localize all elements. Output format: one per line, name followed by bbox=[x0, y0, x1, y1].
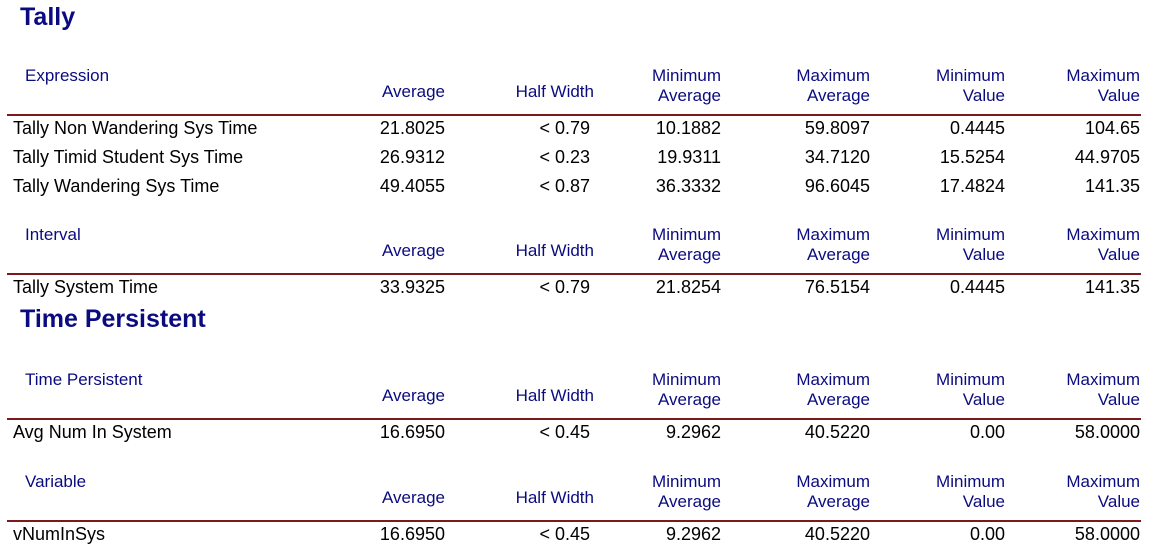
header-maximum-average: Maximum Average bbox=[796, 225, 870, 264]
row-name: Tally Non Wandering Sys Time bbox=[13, 118, 258, 138]
row-maximum-value: 58.0000 bbox=[1074, 422, 1140, 442]
category-label: Interval bbox=[25, 225, 81, 244]
header-half-width: Half Width bbox=[515, 82, 594, 101]
header-half-width: Half Width bbox=[515, 241, 594, 260]
table-row: Tally Non Wandering Sys Time 21.8025 < 0… bbox=[0, 115, 1154, 144]
header-average: Average bbox=[381, 488, 445, 507]
row-half-width: < 0.79 bbox=[539, 118, 590, 138]
row-maximum-average: 40.5220 bbox=[804, 524, 870, 544]
row-minimum-average: 10.1882 bbox=[655, 118, 721, 138]
row-maximum-average: 40.5220 bbox=[804, 422, 870, 442]
header-maximum-average: Maximum Average bbox=[796, 66, 870, 105]
row-half-width: < 0.45 bbox=[539, 524, 590, 544]
header-minimum-average: Minimum Average bbox=[652, 66, 721, 105]
header-minimum-average: Minimum Average bbox=[652, 472, 721, 511]
header-minimum-value: Minimum Value bbox=[936, 66, 1005, 105]
row-half-width: < 0.79 bbox=[539, 277, 590, 297]
table-row: Tally Timid Student Sys Time 26.9312 < 0… bbox=[0, 144, 1154, 173]
row-average: 16.6950 bbox=[379, 422, 445, 442]
row-maximum-average: 59.8097 bbox=[804, 118, 870, 138]
header-maximum-value: Maximum Value bbox=[1066, 66, 1140, 105]
row-minimum-average: 9.2962 bbox=[665, 422, 721, 442]
section-title-tally: Tally bbox=[20, 3, 76, 31]
row-maximum-average: 34.7120 bbox=[804, 147, 870, 167]
row-maximum-value: 44.9705 bbox=[1074, 147, 1140, 167]
table-row: Avg Num In System 16.6950 < 0.45 9.2962 … bbox=[0, 419, 1154, 448]
row-average: 26.9312 bbox=[379, 147, 445, 167]
row-minimum-value: 0.4445 bbox=[949, 277, 1005, 297]
section-title-time-persistent: Time Persistent bbox=[20, 305, 206, 333]
table-row: Tally Wandering Sys Time 49.4055 < 0.87 … bbox=[0, 173, 1154, 202]
table-header-interval: Interval Average Half Width Minimum Avera… bbox=[0, 225, 1154, 287]
header-average: Average bbox=[381, 82, 445, 101]
header-divider bbox=[7, 418, 1141, 420]
row-minimum-average: 21.8254 bbox=[655, 277, 721, 297]
row-minimum-value: 0.00 bbox=[969, 524, 1005, 544]
header-minimum-value: Minimum Value bbox=[936, 472, 1005, 511]
category-label: Expression bbox=[25, 66, 110, 85]
row-half-width: < 0.23 bbox=[539, 147, 590, 167]
header-divider bbox=[7, 273, 1141, 275]
row-maximum-value: 141.35 bbox=[1084, 176, 1140, 196]
row-half-width: < 0.87 bbox=[539, 176, 590, 196]
header-maximum-average: Maximum Average bbox=[796, 370, 870, 409]
header-divider bbox=[7, 114, 1141, 116]
table-header-expression: Expression Average Half Width Minimum Ave… bbox=[0, 66, 1154, 128]
row-maximum-value: 141.35 bbox=[1084, 277, 1140, 297]
header-maximum-value: Maximum Value bbox=[1066, 225, 1140, 264]
row-name: Tally Timid Student Sys Time bbox=[13, 147, 244, 167]
row-maximum-value: 104.65 bbox=[1084, 118, 1140, 138]
table-row: vNumInSys 16.6950 < 0.45 9.2962 40.5220 … bbox=[0, 521, 1154, 550]
header-average: Average bbox=[381, 241, 445, 260]
row-minimum-value: 15.5254 bbox=[939, 147, 1005, 167]
header-half-width: Half Width bbox=[515, 386, 594, 405]
header-maximum-average: Maximum Average bbox=[796, 472, 870, 511]
category-label: Variable bbox=[25, 472, 87, 491]
row-maximum-value: 58.0000 bbox=[1074, 524, 1140, 544]
row-name: vNumInSys bbox=[13, 524, 106, 544]
row-minimum-value: 0.4445 bbox=[949, 118, 1005, 138]
row-name: Tally Wandering Sys Time bbox=[13, 176, 220, 196]
row-maximum-average: 96.6045 bbox=[804, 176, 870, 196]
header-half-width: Half Width bbox=[515, 488, 594, 507]
header-minimum-average: Minimum Average bbox=[652, 370, 721, 409]
row-minimum-value: 0.00 bbox=[969, 422, 1005, 442]
header-maximum-value: Maximum Value bbox=[1066, 370, 1140, 409]
category-label: Time Persistent bbox=[25, 370, 143, 389]
row-name: Tally System Time bbox=[13, 277, 159, 297]
table-header-variable: Variable Average Half Width Minimum Avera… bbox=[0, 472, 1154, 534]
row-average: 33.9325 bbox=[379, 277, 445, 297]
row-half-width: < 0.45 bbox=[539, 422, 590, 442]
row-minimum-average: 36.3332 bbox=[655, 176, 721, 196]
row-minimum-average: 19.9311 bbox=[657, 147, 721, 167]
row-minimum-value: 17.4824 bbox=[939, 176, 1005, 196]
header-minimum-value: Minimum Value bbox=[936, 225, 1005, 264]
row-average: 16.6950 bbox=[379, 524, 445, 544]
header-average: Average bbox=[381, 386, 445, 405]
header-minimum-value: Minimum Value bbox=[936, 370, 1005, 409]
row-minimum-average: 9.2962 bbox=[665, 524, 721, 544]
table-header-time-persistent: Time Persistent Average Half Width Minim… bbox=[0, 370, 1154, 432]
header-maximum-value: Maximum Value bbox=[1066, 472, 1140, 511]
header-minimum-average: Minimum Average bbox=[652, 225, 721, 264]
row-name: Avg Num In System bbox=[13, 422, 172, 442]
row-average: 21.8025 bbox=[379, 118, 445, 138]
row-maximum-average: 76.5154 bbox=[804, 277, 870, 297]
header-divider bbox=[7, 520, 1141, 522]
table-row: Tally System Time 33.9325 < 0.79 21.8254… bbox=[0, 274, 1154, 303]
row-average: 49.4055 bbox=[379, 176, 445, 196]
